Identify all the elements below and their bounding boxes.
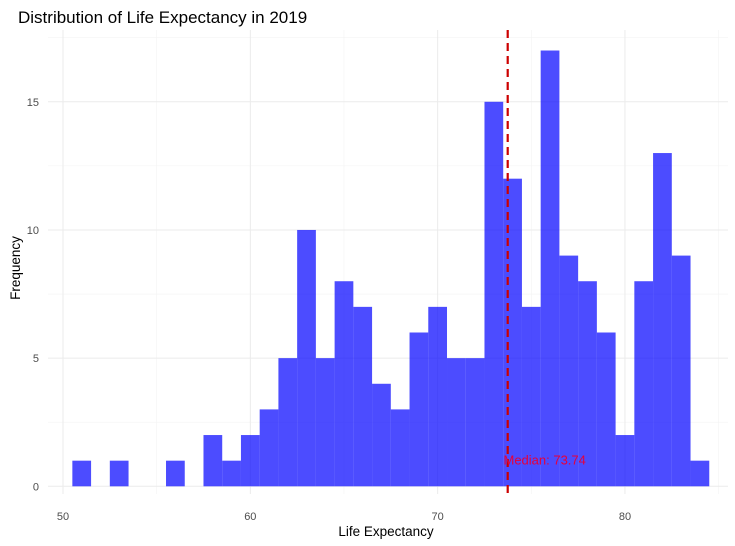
y-tick-label: 10 <box>27 225 39 237</box>
histogram-bar <box>297 229 316 487</box>
histogram-bar <box>222 460 241 487</box>
histogram-bar <box>428 306 448 487</box>
histogram-bar <box>559 255 579 487</box>
histogram-bar <box>166 460 185 487</box>
histogram-bar <box>334 281 354 487</box>
y-axis-title: Frequency <box>8 236 23 300</box>
histogram-bar <box>278 358 298 487</box>
histogram-bars <box>72 50 710 487</box>
x-tick-label: 80 <box>619 511 631 523</box>
x-tick-label: 60 <box>244 511 256 523</box>
histogram-bar <box>671 255 691 487</box>
y-tick-label: 15 <box>27 97 39 109</box>
histogram-bar <box>540 50 560 487</box>
median-marker: Median: 73.74 <box>503 30 586 494</box>
y-tick-label: 0 <box>33 481 39 493</box>
histogram-bar <box>315 358 335 487</box>
y-axis-ticks: 0 5 10 15 <box>27 97 39 494</box>
histogram-bar <box>615 435 635 487</box>
histogram-bar <box>390 409 410 487</box>
histogram-bar <box>596 332 616 487</box>
histogram-bar <box>372 383 391 487</box>
histogram-bar <box>259 409 279 487</box>
y-tick-label: 5 <box>33 353 39 365</box>
histogram-bar <box>578 281 597 487</box>
x-tick-label: 70 <box>432 511 444 523</box>
histogram-bar <box>690 460 710 487</box>
histogram-bar <box>240 435 260 487</box>
histogram-bar <box>109 460 129 487</box>
histogram-bar <box>203 435 223 487</box>
histogram-bar <box>353 306 373 487</box>
histogram-bar <box>409 332 429 487</box>
histogram-bar <box>72 460 92 487</box>
x-tick-label: 50 <box>57 511 69 523</box>
histogram-bar <box>465 358 485 487</box>
histogram-bar <box>503 178 522 487</box>
median-label: Median: 73.74 <box>503 453 585 468</box>
histogram-bar <box>634 281 654 487</box>
histogram-bar <box>447 358 466 487</box>
histogram-bar <box>521 306 541 487</box>
histogram-bar <box>484 101 504 487</box>
x-axis-title: Life Expectancy <box>338 524 434 539</box>
x-axis-ticks: 50 60 70 80 <box>57 511 631 523</box>
histogram-bar <box>653 153 672 487</box>
chart-title: Distribution of Life Expectancy in 2019 <box>18 8 307 27</box>
